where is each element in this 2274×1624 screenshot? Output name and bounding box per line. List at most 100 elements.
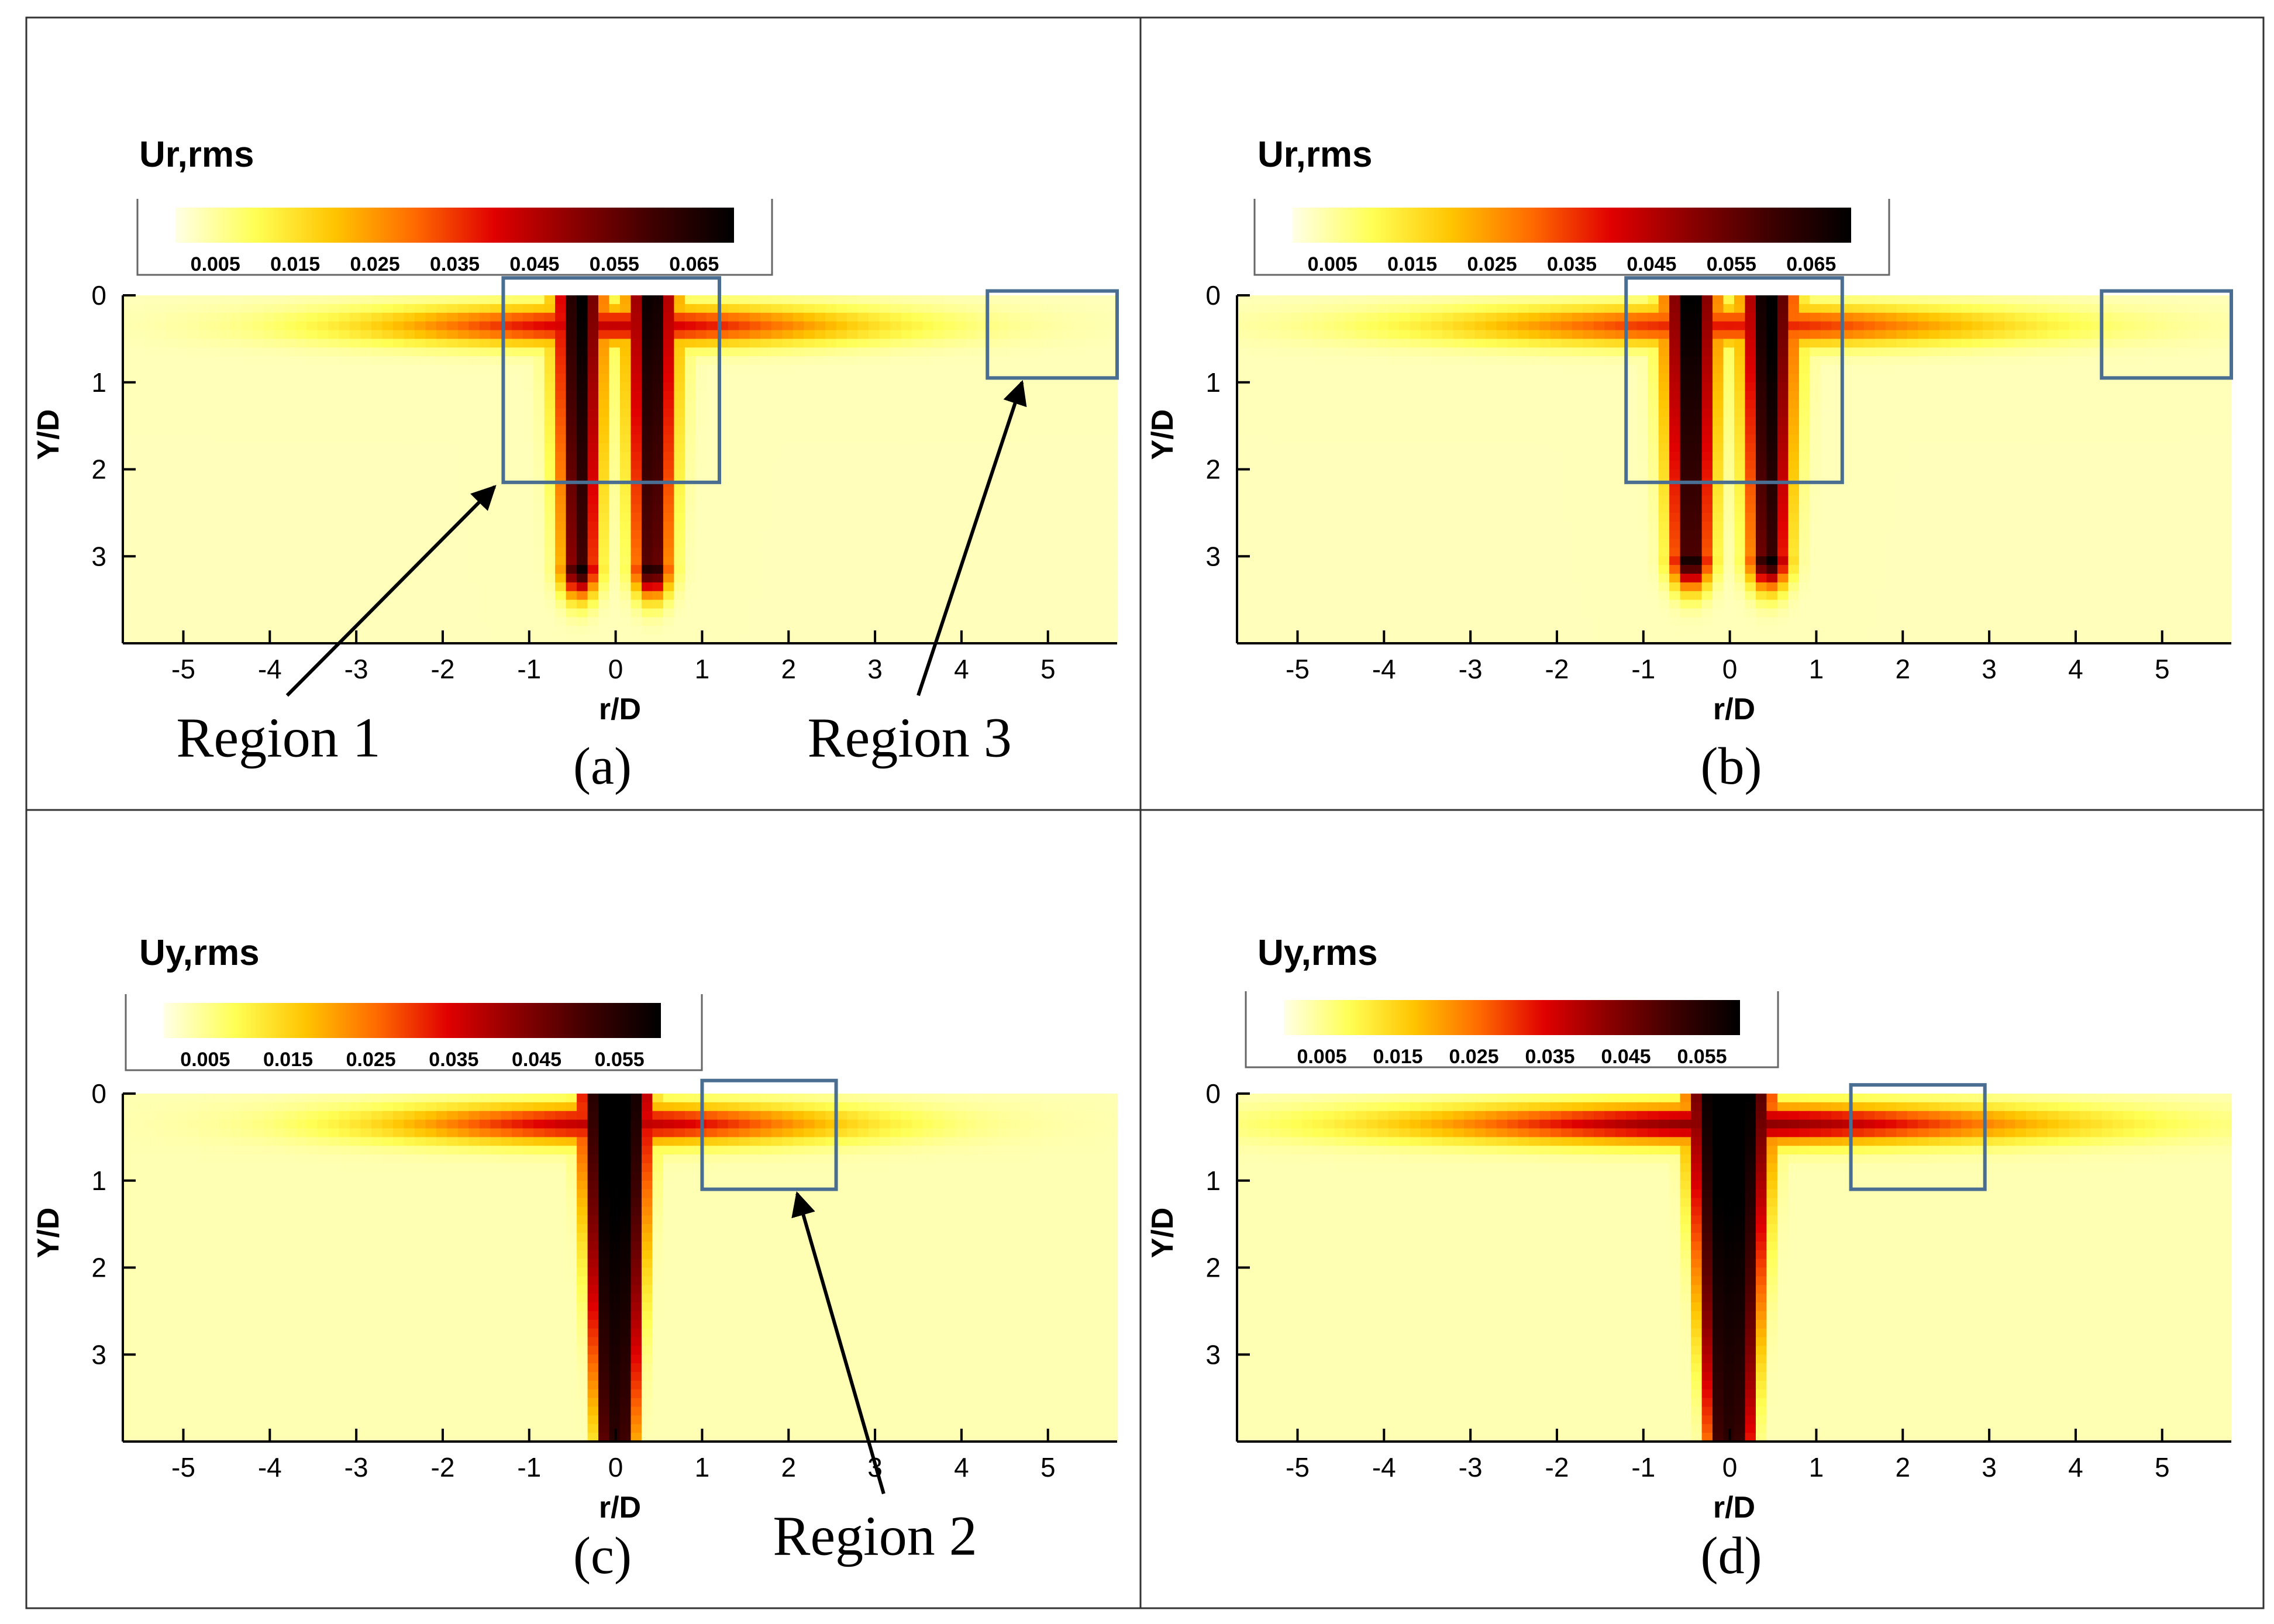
heatmap-cell (1009, 435, 1021, 444)
heatmap-cell (620, 556, 632, 566)
heatmap-cell (468, 599, 480, 609)
heatmap-cell (436, 547, 448, 557)
heatmap-cell (1766, 304, 1778, 313)
heatmap-cell (133, 504, 145, 513)
heatmap-cell (566, 417, 577, 426)
heatmap-cell (2134, 391, 2145, 401)
heatmap-cell (1626, 382, 1638, 392)
heatmap-cell (242, 399, 253, 409)
heatmap-cell (1084, 574, 1096, 583)
heatmap-cell (1464, 356, 1476, 366)
heatmap-cell (350, 547, 361, 557)
heatmap-cell (620, 617, 632, 627)
heatmap-cell (533, 426, 545, 435)
heatmap-cell (1041, 469, 1053, 479)
heatmap-cell (1528, 391, 1541, 401)
heatmap-cell (1084, 635, 1096, 644)
heatmap-cell (2080, 295, 2092, 305)
heatmap-cell (306, 435, 318, 444)
heatmap-cell (652, 512, 664, 522)
heatmap-cell (220, 635, 232, 644)
heatmap-cell (663, 469, 675, 479)
heatmap-cell (371, 635, 383, 644)
heatmap-cell (425, 556, 437, 566)
heatmap-cell (1842, 373, 1854, 383)
colorbar-frame (136, 199, 773, 276)
heatmap-cell (1572, 339, 1584, 349)
heatmap-cell (220, 591, 232, 601)
heatmap-cell (1041, 408, 1053, 418)
heatmap-cell (2090, 304, 2103, 313)
heatmap-cell (479, 347, 491, 357)
heatmap-cell (901, 547, 912, 557)
heatmap-cell (911, 591, 924, 601)
heatmap-cell (663, 347, 675, 357)
heatmap-cell (1063, 565, 1074, 574)
heatmap-cell (230, 408, 243, 418)
heatmap-cell (1237, 304, 1249, 313)
heatmap-cell (1366, 321, 1378, 331)
heatmap-cell (1084, 495, 1096, 505)
heatmap-cell (393, 556, 405, 566)
heatmap-cell (1853, 321, 1865, 331)
heatmap-cell (2112, 330, 2124, 340)
heatmap-cell (490, 460, 502, 470)
heatmap-cell (814, 574, 826, 583)
heatmap-cell (944, 339, 956, 349)
heatmap-cell (252, 417, 264, 426)
heatmap-cell (1084, 460, 1096, 470)
heatmap-cell (328, 539, 340, 549)
heatmap-cell (252, 617, 264, 627)
heatmap-cell (587, 539, 599, 549)
heatmap-cell (1961, 391, 1973, 401)
heatmap-cell (879, 504, 891, 513)
heatmap-cell (533, 504, 545, 513)
heatmap-cell (166, 582, 178, 592)
heatmap-cell (1907, 295, 1918, 305)
heatmap-cell (522, 356, 534, 366)
heatmap-cell (598, 504, 610, 513)
heatmap-cell (1550, 365, 1562, 374)
heatmap-cell (252, 478, 264, 488)
heatmap-cell (2069, 399, 2081, 409)
heatmap-cell (771, 617, 783, 627)
heatmap-cell (317, 321, 329, 331)
heatmap-cell (695, 408, 707, 418)
heatmap-cell (447, 365, 459, 374)
heatmap-cell (1539, 321, 1551, 331)
heatmap-cell (847, 426, 859, 435)
heatmap-cell (836, 530, 847, 540)
heatmap-cell (166, 608, 178, 618)
heatmap-cell (198, 547, 210, 557)
heatmap-cell (457, 356, 470, 366)
heatmap-cell (1453, 356, 1465, 366)
heatmap-cell (457, 530, 470, 540)
heatmap-cell (1334, 382, 1346, 392)
heatmap-cell (577, 504, 588, 513)
heatmap-cell (436, 608, 448, 618)
heatmap-cell (1701, 382, 1713, 392)
heatmap-cell (198, 512, 210, 522)
heatmap-cell (252, 530, 264, 540)
heatmap-cell (706, 617, 718, 627)
heatmap-cell (447, 339, 459, 349)
heatmap-cell (1798, 321, 1811, 331)
heatmap-cell (674, 435, 685, 444)
heatmap-cell (285, 591, 297, 601)
heatmap-cell (1031, 321, 1042, 331)
heatmap-cell (728, 521, 740, 531)
heatmap-cell (350, 460, 361, 470)
heatmap-cell (911, 495, 924, 505)
heatmap-cell (285, 460, 297, 470)
heatmap-cell (966, 451, 977, 461)
heatmap-cell (1106, 574, 1118, 583)
heatmap-cell (760, 635, 772, 644)
heatmap-cell (555, 626, 567, 635)
heatmap-cell (1766, 382, 1778, 392)
heatmap-cell (739, 487, 750, 496)
heatmap-cell (847, 408, 859, 418)
heatmap-cell (1810, 347, 1821, 357)
heatmap-cell (512, 617, 523, 627)
heatmap-cell (869, 565, 880, 574)
heatmap-cell (1106, 321, 1118, 331)
